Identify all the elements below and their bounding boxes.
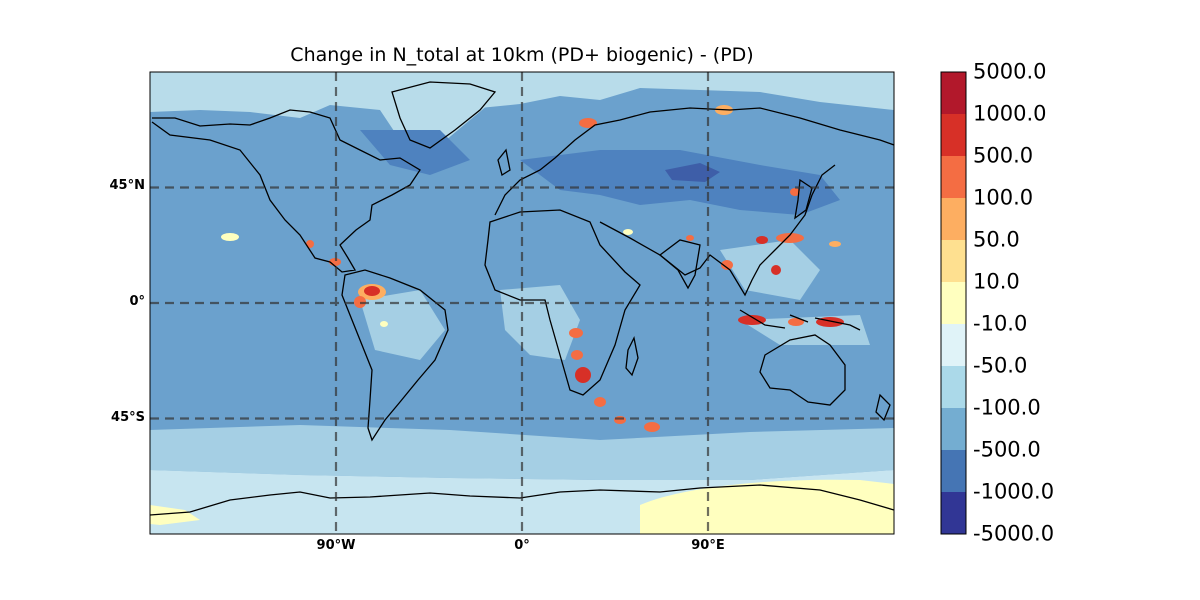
hotspot-sumatra [738,315,766,325]
lon-label-0: 0° [514,538,530,553]
coast-south-america [341,269,449,442]
map-frame [149,71,895,535]
coast-india [658,239,701,290]
map-title: Change in N_total at 10km (PD+ biogenic)… [290,44,754,66]
hotspot-se-asia [721,260,733,270]
lat-label-0: 0° [129,294,145,309]
coast-new-zealand [875,393,891,422]
colorbar-tick-label: 1000.0 [973,101,1047,126]
hotspots [221,105,844,432]
colorbar-tick-label: 50.0 [973,227,1020,252]
colorbar-segment [941,282,966,325]
hotspot-pacific-east [829,241,841,247]
hotspot-amazon-small [380,321,388,327]
colorbar-tick-label: -1000.0 [973,479,1055,504]
hotspot-africa-3 [575,367,591,383]
coast-antarctica [150,484,894,516]
gridlines [150,72,894,534]
colorbar-segment [941,240,966,283]
hotspot-south-america-core [364,286,380,296]
coast-africa [484,209,641,396]
field-north-atlantic-darker [360,130,470,175]
hotspot-africa-1 [569,328,583,338]
coast-north-america [151,109,421,273]
colorbar-tick-label: 500.0 [973,143,1034,168]
hotspot-borneo [788,318,804,326]
colorbar-segment [941,72,966,115]
colorbar-segment [941,198,966,241]
lat-label-45n: 45°N [109,178,145,193]
lon-label-90e: 90°E [691,538,725,553]
colorbar-tick-label: -10.0 [973,311,1028,336]
hotspot-siberia [579,118,597,128]
hotspot-taiwan [771,265,781,275]
colorbar-segment [941,450,966,493]
colorbar-segment [941,114,966,157]
colorbar-tick-label: 100.0 [973,185,1034,210]
coast-uk [497,148,511,177]
colorbar-segment [941,408,966,451]
field-greenland-light [380,80,500,145]
field-antarctic-yellow-2 [150,505,200,525]
hotspot-china [756,236,768,244]
colorbar [941,72,966,535]
hotspot-africa-4 [594,397,606,407]
coast-madagascar [625,336,639,377]
hotspot-mexico [306,240,314,248]
colorbar-frame [940,71,967,535]
lon-label-90w: 90°W [316,538,356,553]
hotspot-africa-2 [571,350,583,360]
coast-greenland [391,81,497,149]
colorbar-tick-label: -5000.0 [973,521,1055,546]
colorbar-tick-label: -500.0 [973,437,1041,462]
hotspot-japan [790,188,800,196]
colorbar-tick-label: -50.0 [973,353,1028,378]
colorbar-segment [941,366,966,409]
hotspot-africa-5 [614,416,626,424]
field-eurasia-darker [520,150,840,215]
field-siberia-deep [665,163,720,182]
hotspot-india [686,235,694,241]
hotspot-south-indian [644,422,660,432]
coastlines [150,81,894,516]
colorbar-segment [941,492,966,535]
map-panel [150,72,894,534]
colorbar-segment [941,324,966,367]
lat-label-45s: 45°S [111,410,145,425]
coast-europe [494,107,894,216]
coast-indonesia [739,309,861,331]
field-se-asia-light [720,240,820,300]
colorbar-tick-label: 10.0 [973,269,1020,294]
colorbar-segment [941,156,966,199]
field-amazon-light [360,290,445,360]
colorbar-tick-label: -100.0 [973,395,1041,420]
hotspot-pacific-yellow [221,233,239,241]
coast-australia [759,334,846,406]
field-antarctic-yellow-1 [640,479,894,534]
colorbar-tick-label: 5000.0 [973,59,1047,84]
hotspot-east-asia [776,233,804,243]
hotspot-arabia [623,229,633,235]
